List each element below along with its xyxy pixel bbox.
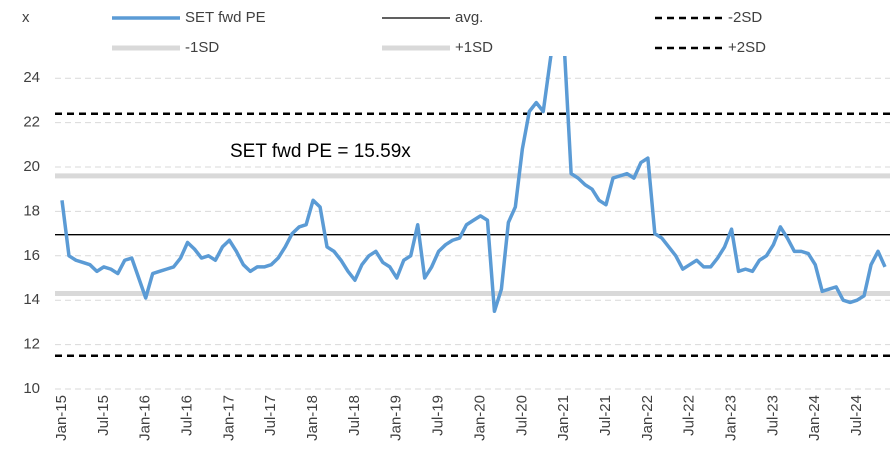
x-tick-label: Jul-17	[262, 395, 279, 436]
x-tick-label: Jan-24	[806, 395, 823, 441]
legend-label: -2SD	[728, 9, 762, 26]
y-tick-label: 22	[23, 114, 40, 131]
x-tick-label: Jan-22	[639, 395, 656, 441]
x-tick-label: Jul-16	[179, 395, 196, 436]
y-tick-label: 10	[23, 380, 40, 397]
data-line	[60, 56, 887, 314]
x-tick-label: Jan-19	[388, 395, 405, 441]
x-tick-label: Jul-20	[513, 395, 530, 436]
x-tick-label: Jul-21	[597, 395, 614, 436]
x-tick-label: Jul-23	[764, 395, 781, 436]
legend-label: SET fwd PE	[185, 9, 266, 26]
y-tick-label: 12	[23, 336, 40, 353]
x-tick-label: Jul-22	[681, 395, 698, 436]
x-tick-label: Jan-23	[723, 395, 740, 441]
y-tick-label: 14	[23, 291, 40, 308]
x-tick-label: Jan-16	[137, 395, 154, 441]
x-tick-label: Jan-18	[304, 395, 321, 441]
annotation: SET fwd PE = 15.59x	[230, 141, 411, 162]
x-tick-label: Jan-21	[555, 395, 572, 441]
y-axis-label: x	[22, 9, 30, 26]
y-tick-label: 20	[23, 158, 40, 175]
x-tick-label: Jul-18	[346, 395, 363, 436]
plot-area	[55, 56, 890, 357]
x-tick-label: Jul-15	[95, 395, 112, 436]
legend-label: +2SD	[728, 39, 766, 56]
x-tick-label: Jul-24	[848, 395, 865, 436]
x-tick-label: Jul-19	[430, 395, 447, 436]
legend-label: +1SD	[455, 39, 493, 56]
legend-label: -1SD	[185, 39, 219, 56]
legend-label: avg.	[455, 9, 483, 26]
y-tick-label: 24	[23, 69, 40, 86]
x-tick-label: Jan-20	[471, 395, 488, 441]
y-tick-label: 18	[23, 202, 40, 219]
x-tick-label: Jan-17	[220, 395, 237, 441]
x-tick-label: Jan-15	[53, 395, 70, 441]
y-tick-label: 16	[23, 247, 40, 264]
